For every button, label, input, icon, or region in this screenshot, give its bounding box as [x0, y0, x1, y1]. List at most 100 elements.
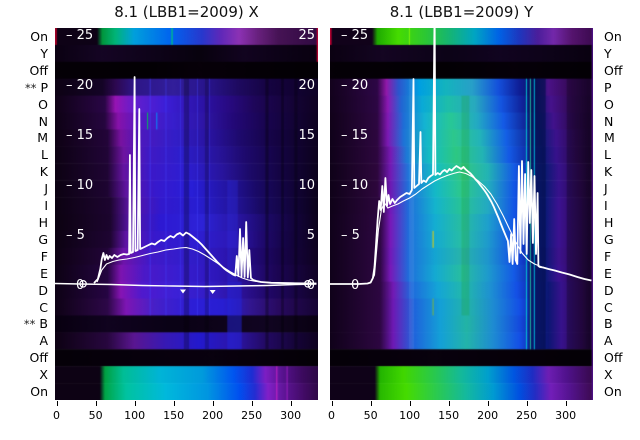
y-tick-label-inner-right: 10 — [298, 178, 315, 193]
row-label-text: B — [604, 316, 613, 332]
x-tick-mark — [565, 401, 567, 406]
row-label-on: On — [0, 29, 48, 44]
x-tick-label: 100 — [124, 409, 146, 422]
row-label-j: J — [604, 181, 640, 196]
x-tick-label: 50 — [88, 409, 103, 422]
row-label-o: O — [0, 97, 48, 112]
row-label-text: H — [38, 214, 48, 230]
starred-row-flag: ** — [24, 80, 37, 95]
y-tick-label-inner-left: – 20 — [66, 78, 94, 93]
row-label-d: D — [604, 283, 640, 298]
row-label-x: X — [0, 367, 48, 382]
row-label-f: F — [0, 249, 48, 264]
row-label-text: M — [37, 130, 48, 146]
event-circle-marker — [304, 280, 312, 288]
x-tick-label: 100 — [399, 409, 421, 422]
row-label-text: O — [604, 96, 614, 112]
row-label-text: P — [40, 79, 48, 95]
row-label-text: L — [41, 147, 48, 163]
row-label-text: F — [40, 248, 48, 264]
x-tick-mark — [487, 401, 489, 406]
row-label-g: G — [604, 232, 640, 247]
row-label-text: O — [38, 96, 48, 112]
row-label-text: E — [604, 265, 612, 281]
row-label-text: J — [44, 181, 48, 197]
row-label-y: Y — [604, 46, 640, 61]
y-tick-label-inner-left: – 25 — [341, 28, 369, 43]
y-tick-label-inner-right: 5 — [306, 228, 315, 243]
x-tick-mark — [526, 401, 528, 406]
x-tick-label: 250 — [516, 409, 538, 422]
x-tick-mark — [56, 401, 58, 406]
row-label-on: On — [604, 384, 640, 399]
row-label-text: Off — [29, 62, 48, 78]
row-label-f: F — [604, 249, 640, 264]
row-label-b: B — [604, 316, 640, 331]
row-label-on: On — [0, 384, 48, 399]
left-heatmap-panel: – 25 25 – 20 20 – 15 15 – 10 10 – 5 5 0 0 — [55, 28, 318, 400]
starred-row-flag: ** — [23, 317, 36, 332]
row-label-l: L — [604, 147, 640, 162]
row-label-b: ** B — [0, 316, 48, 331]
row-label-k: K — [604, 164, 640, 179]
row-label-text: N — [604, 113, 614, 129]
row-label-h: H — [0, 215, 48, 230]
y-tick-label-inner-left: – 10 — [66, 178, 94, 193]
x-tick-label: 300 — [555, 409, 577, 422]
row-label-text: L — [604, 147, 611, 163]
x-tick-mark — [95, 401, 97, 406]
event-triangle-marker — [179, 289, 186, 294]
row-label-n: N — [0, 114, 48, 129]
row-label-text: C — [604, 299, 613, 315]
row-label-text: D — [38, 282, 48, 298]
left-heatmap-canvas — [55, 28, 318, 400]
row-label-i: I — [0, 198, 48, 213]
row-label-o: O — [604, 97, 640, 112]
x-tick-label: 150 — [163, 409, 185, 422]
row-label-text: M — [604, 130, 615, 146]
x-tick-label: 200 — [477, 409, 499, 422]
y-tick-label-inner-left: – 15 — [66, 128, 94, 143]
x-tick-mark — [212, 401, 214, 406]
row-label-text: X — [39, 367, 48, 383]
row-label-text: B — [39, 316, 48, 332]
row-label-text: J — [604, 181, 608, 197]
row-label-on: On — [604, 29, 640, 44]
row-label-c: C — [0, 300, 48, 315]
row-label-text: D — [604, 282, 614, 298]
row-label-d: D — [0, 283, 48, 298]
y-tick-label-inner-left: 0 — [76, 278, 85, 293]
row-label-text: On — [604, 28, 622, 44]
row-label-text: A — [604, 333, 613, 349]
left-curves-overlay — [55, 76, 317, 294]
right-heatmap-canvas — [330, 28, 593, 400]
row-label-text: On — [30, 28, 48, 44]
row-label-l: L — [0, 147, 48, 162]
row-label-j: J — [0, 181, 48, 196]
x-tick-mark — [370, 401, 372, 406]
y-tick-label-inner-right: 15 — [298, 128, 315, 143]
row-label-off: Off — [0, 63, 48, 78]
main-trace — [330, 28, 592, 285]
row-label-text: Off — [604, 350, 623, 366]
row-label-text: X — [604, 367, 613, 383]
x-tick-label: 150 — [438, 409, 460, 422]
row-label-x: X — [604, 367, 640, 382]
y-tick-label-inner-left: 0 — [351, 278, 360, 293]
x-tick-mark — [409, 401, 411, 406]
row-label-a: A — [604, 333, 640, 348]
row-label-text: I — [44, 198, 48, 214]
row-label-text: On — [604, 384, 622, 400]
row-label-off: Off — [604, 350, 640, 365]
y-tick-label-inner-left: – 20 — [341, 78, 369, 93]
row-label-y: Y — [0, 46, 48, 61]
row-label-m: M — [604, 130, 640, 145]
x-tick-mark — [331, 401, 333, 406]
row-label-a: A — [0, 333, 48, 348]
row-label-k: K — [0, 164, 48, 179]
y-tick-label-inner-left: – 5 — [66, 228, 85, 243]
row-label-text: Y — [604, 45, 612, 61]
row-label-text: C — [39, 299, 48, 315]
x-tick-label: 250 — [241, 409, 263, 422]
